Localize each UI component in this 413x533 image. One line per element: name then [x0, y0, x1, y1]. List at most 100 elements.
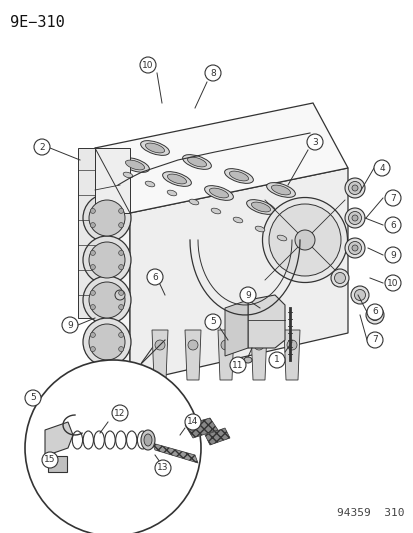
Text: 6: 6 [389, 221, 395, 230]
Ellipse shape [89, 200, 125, 236]
Circle shape [366, 304, 382, 320]
Polygon shape [185, 418, 218, 438]
Circle shape [204, 314, 221, 330]
Polygon shape [78, 148, 95, 318]
Ellipse shape [145, 181, 154, 187]
Ellipse shape [83, 236, 131, 284]
Ellipse shape [351, 185, 357, 191]
Circle shape [119, 290, 123, 295]
Text: 6: 6 [371, 308, 377, 317]
Circle shape [119, 208, 123, 213]
Ellipse shape [365, 306, 383, 324]
Ellipse shape [251, 202, 270, 212]
Ellipse shape [115, 290, 125, 300]
Ellipse shape [334, 272, 345, 284]
Ellipse shape [266, 183, 294, 197]
Text: 12: 12 [114, 408, 126, 417]
Text: 10: 10 [142, 61, 153, 69]
Ellipse shape [120, 158, 149, 172]
Text: 6: 6 [152, 272, 157, 281]
Circle shape [254, 340, 263, 350]
Ellipse shape [348, 241, 361, 254]
Ellipse shape [344, 178, 364, 198]
Ellipse shape [348, 212, 361, 224]
Circle shape [119, 304, 123, 310]
Ellipse shape [145, 143, 164, 153]
Circle shape [90, 346, 95, 352]
Circle shape [373, 160, 389, 176]
Text: 4: 4 [378, 164, 384, 173]
Ellipse shape [350, 286, 368, 304]
Circle shape [25, 390, 41, 406]
Circle shape [90, 264, 95, 270]
Circle shape [286, 340, 296, 350]
Text: 9E−310: 9E−310 [10, 15, 64, 30]
Circle shape [90, 223, 95, 228]
Circle shape [90, 251, 95, 255]
Ellipse shape [348, 182, 361, 195]
Circle shape [42, 452, 58, 468]
Ellipse shape [182, 155, 211, 169]
Circle shape [90, 290, 95, 295]
Polygon shape [204, 428, 230, 445]
Circle shape [119, 223, 123, 228]
Circle shape [384, 217, 400, 233]
Circle shape [204, 65, 221, 81]
Circle shape [62, 317, 78, 333]
Ellipse shape [125, 160, 144, 170]
Text: 10: 10 [386, 279, 398, 287]
Circle shape [90, 333, 95, 337]
Ellipse shape [351, 215, 357, 221]
Polygon shape [95, 103, 347, 213]
Circle shape [119, 346, 123, 352]
Ellipse shape [344, 238, 364, 258]
Circle shape [230, 357, 245, 373]
Polygon shape [95, 148, 130, 213]
Ellipse shape [243, 357, 252, 363]
Circle shape [147, 269, 163, 285]
Ellipse shape [351, 245, 357, 251]
Ellipse shape [140, 141, 169, 155]
Circle shape [384, 247, 400, 263]
Circle shape [119, 251, 123, 255]
Ellipse shape [224, 168, 253, 183]
Polygon shape [48, 456, 67, 472]
Ellipse shape [189, 199, 198, 205]
Circle shape [268, 352, 284, 368]
Circle shape [25, 360, 201, 533]
Circle shape [188, 340, 197, 350]
Ellipse shape [369, 310, 380, 320]
Ellipse shape [141, 430, 154, 450]
Ellipse shape [204, 185, 233, 200]
Text: 5: 5 [210, 318, 215, 327]
Polygon shape [130, 168, 347, 383]
Ellipse shape [211, 208, 220, 214]
Ellipse shape [144, 434, 152, 446]
Text: 14: 14 [187, 417, 198, 426]
Polygon shape [224, 300, 247, 356]
Ellipse shape [262, 198, 347, 282]
Ellipse shape [83, 194, 131, 242]
Ellipse shape [209, 188, 228, 198]
Ellipse shape [167, 174, 186, 184]
Ellipse shape [167, 190, 176, 196]
Ellipse shape [187, 157, 206, 167]
Ellipse shape [89, 242, 125, 278]
Text: 9: 9 [244, 290, 250, 300]
Text: 1: 1 [273, 356, 279, 365]
Circle shape [221, 340, 230, 350]
Circle shape [154, 460, 171, 476]
Ellipse shape [123, 172, 133, 178]
Circle shape [384, 190, 400, 206]
Circle shape [384, 275, 400, 291]
Text: 9: 9 [389, 251, 395, 260]
Text: 2: 2 [39, 142, 45, 151]
Ellipse shape [344, 208, 364, 228]
Ellipse shape [354, 289, 365, 301]
Circle shape [306, 134, 322, 150]
Polygon shape [152, 330, 168, 380]
Text: 8: 8 [210, 69, 215, 77]
Ellipse shape [330, 269, 348, 287]
Circle shape [90, 208, 95, 213]
Ellipse shape [246, 200, 275, 214]
